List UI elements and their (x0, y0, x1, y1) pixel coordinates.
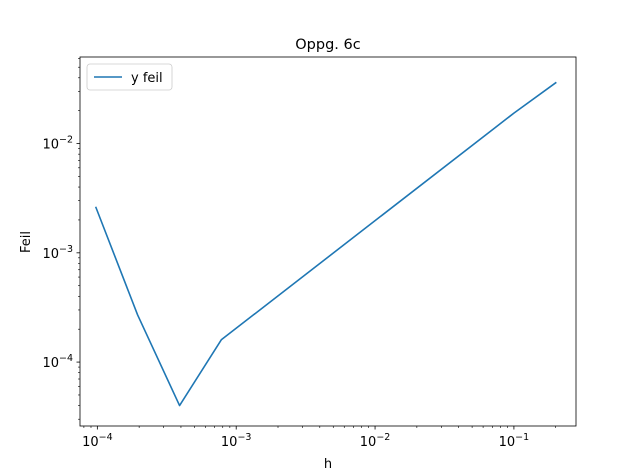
tick-label-base: 10 (42, 356, 59, 371)
tick-label-exponent: −3 (237, 432, 251, 443)
x-tick-label: 10−4 (82, 432, 113, 450)
legend-box (86, 63, 173, 91)
y-tick-label: 10−3 (42, 244, 73, 262)
tick-label-base: 10 (42, 138, 59, 153)
tick-label-exponent: −3 (59, 244, 73, 255)
x-tick-label: 10−2 (360, 432, 391, 450)
tick-label-base: 10 (499, 435, 516, 450)
tick-label-exponent: −2 (59, 135, 73, 146)
chart-title: Oppg. 6c (295, 37, 360, 53)
legend: y feil (86, 63, 173, 91)
series-line-0 (94, 81, 557, 407)
tick-label-base: 10 (82, 435, 99, 450)
tick-label-base: 10 (42, 247, 59, 262)
minor-ticks (78, 58, 557, 428)
tick-label-base: 10 (360, 435, 377, 450)
tick-label-exponent: −2 (376, 432, 390, 443)
x-axis-label: h (324, 457, 332, 472)
major-ticks: 10−4 10−3 10−2 10−110−410−310−2 (42, 135, 529, 450)
x-tick-label: 10−3 (221, 432, 252, 450)
legend-label: y feil (131, 71, 163, 86)
series-layer (94, 81, 557, 407)
y-axis-label: Feil (19, 231, 34, 253)
x-tick-label: 10−1 (499, 432, 530, 450)
tick-label-exponent: −1 (515, 432, 529, 443)
tick-label-base: 10 (221, 435, 238, 450)
plot-area-frame (79, 56, 577, 427)
y-tick-label: 10−4 (42, 353, 73, 371)
tick-label-exponent: −4 (59, 353, 73, 364)
tick-label-exponent: −4 (99, 432, 113, 443)
y-tick-label: 10−2 (42, 135, 73, 153)
